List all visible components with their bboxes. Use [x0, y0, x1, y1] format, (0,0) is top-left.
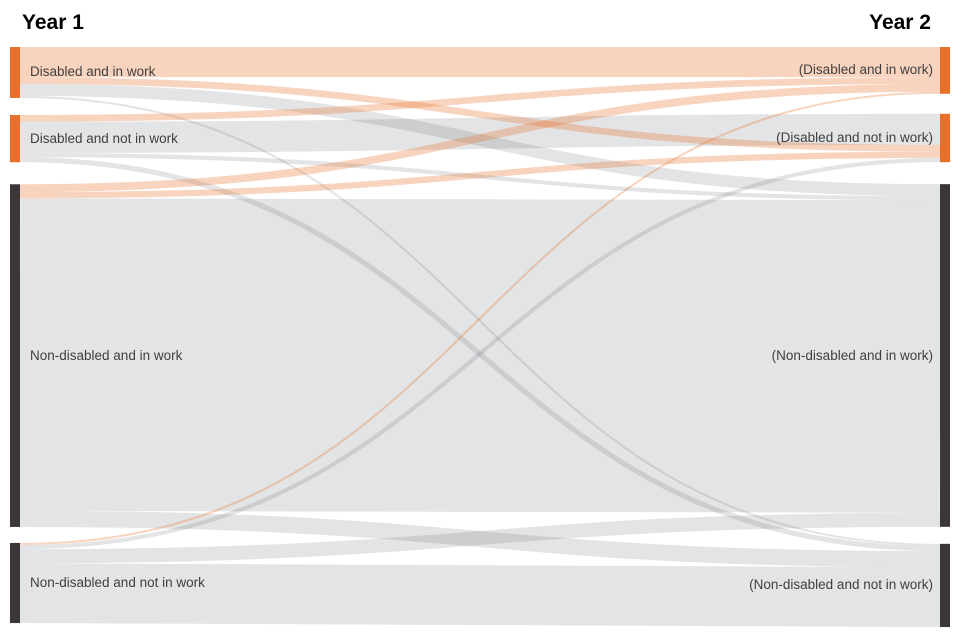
sankey-link — [19, 510, 941, 568]
sankey-link — [19, 83, 941, 193]
node-label-left-3: Non-disabled and not in work — [30, 575, 205, 590]
node-bar-left-0 — [10, 47, 20, 98]
node-bar-left-1 — [10, 114, 20, 163]
sankey-link — [19, 563, 941, 628]
node-bar-left-3 — [10, 542, 20, 624]
sankey-link — [19, 77, 941, 122]
sankey-link — [19, 91, 941, 546]
sankey-link — [19, 157, 941, 552]
sankey-link — [19, 512, 941, 564]
sankey-link — [19, 95, 941, 546]
node-label-right-1: (Disabled and not in work) — [776, 130, 933, 145]
sankey-link — [19, 113, 941, 153]
node-label-right-2: (Non-disabled and in work) — [771, 348, 933, 363]
sankey-link — [19, 83, 941, 197]
year1-title: Year 1 — [22, 11, 84, 34]
node-bar-right-3 — [940, 543, 950, 628]
node-label-right-0: (Disabled and in work) — [798, 62, 933, 77]
sankey-link — [19, 77, 941, 152]
sankey-link — [19, 158, 941, 550]
year2-title: Year 2 — [869, 11, 931, 34]
node-label-left-1: Disabled and not in work — [30, 131, 178, 146]
node-label-left-0: Disabled and in work — [30, 64, 156, 79]
node-label-left-2: Non-disabled and in work — [30, 348, 183, 363]
node-bar-right-1 — [940, 113, 950, 163]
node-bar-right-0 — [940, 47, 950, 94]
node-bar-right-2 — [940, 184, 950, 527]
sankey-link — [19, 198, 941, 513]
sankey-link — [19, 151, 941, 199]
node-label-right-3: (Non-disabled and not in work) — [749, 577, 933, 592]
node-bar-left-2 — [10, 184, 20, 527]
sankey-link — [19, 152, 941, 201]
